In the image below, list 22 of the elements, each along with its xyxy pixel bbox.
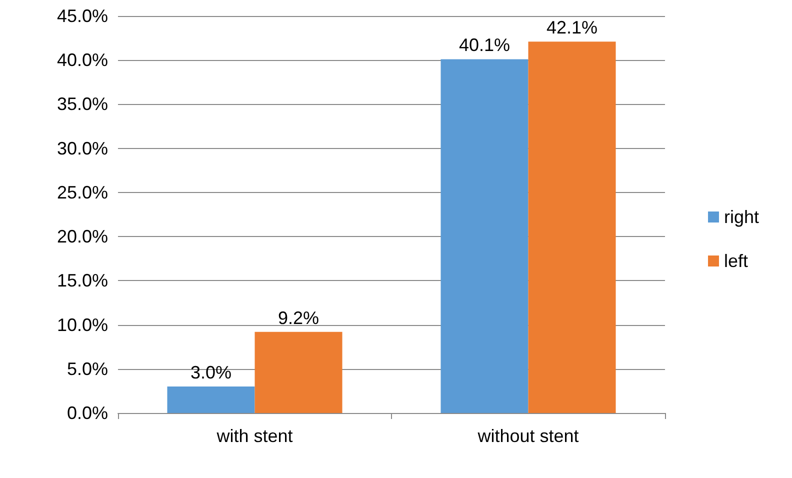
data-label: 42.1% [546, 18, 598, 38]
y-tick-label: 35.0% [56, 94, 108, 114]
data-label: 9.2% [278, 308, 320, 328]
y-tick-label: 30.0% [56, 138, 108, 158]
y-tick-label: 20.0% [56, 226, 108, 247]
y-tick-label: 10.0% [56, 314, 108, 335]
y-tick-label: 45.0% [56, 6, 108, 26]
x-tick-label: without stent [476, 426, 579, 446]
bar [440, 59, 528, 413]
y-tick-label: 0.0% [66, 403, 108, 423]
data-label: 40.1% [458, 35, 510, 56]
bar [528, 42, 616, 413]
bar [254, 332, 342, 413]
y-tick-label: 15.0% [56, 270, 108, 291]
y-tick-label: 5.0% [66, 358, 108, 379]
y-tick-label: 25.0% [56, 182, 108, 202]
x-tick-label: with stent [216, 426, 293, 446]
bar [167, 386, 255, 413]
legend-label: left [724, 251, 748, 271]
data-label: 3.0% [190, 362, 232, 383]
legend-label: right [724, 207, 759, 227]
y-tick-label: 40.0% [56, 50, 108, 70]
